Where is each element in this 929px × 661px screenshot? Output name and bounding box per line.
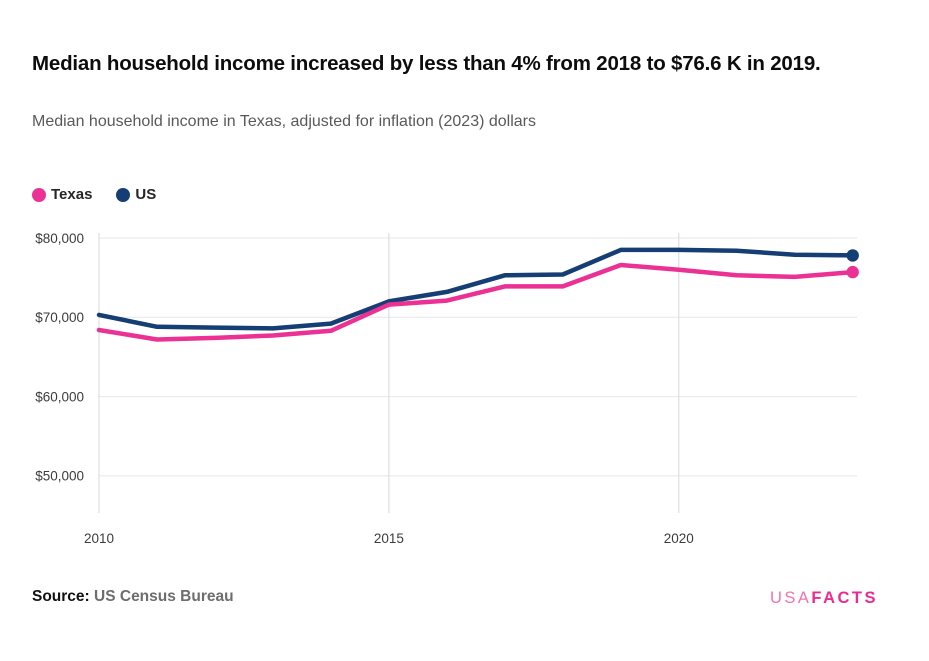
- source-value: US Census Bureau: [94, 588, 234, 605]
- us-legend-dot-icon: [116, 187, 131, 202]
- chart-legend: Texas US: [32, 186, 156, 203]
- usafacts-logo: USAFACTS: [770, 589, 878, 608]
- x-tick-label: 2020: [664, 531, 694, 546]
- logo-facts-text: FACTS: [811, 589, 878, 607]
- x-tick-label: 2010: [84, 531, 114, 546]
- texas-legend-dot-icon: [32, 187, 46, 202]
- y-tick-label: $70,000: [35, 310, 84, 325]
- source-label: Source:: [32, 588, 90, 605]
- y-tick-label: $60,000: [35, 389, 84, 404]
- endpoint-dot-us[interactable]: [846, 249, 859, 262]
- chart-svg[interactable]: $80,000 $70,000 $60,000 $50,000 2010 2015 2020: [0, 225, 929, 555]
- logo-usa-text: USA: [769, 589, 812, 607]
- y-tick-label: $80,000: [35, 231, 84, 246]
- source-line: Source: US Census Bureau: [32, 588, 234, 606]
- legend-label-us: US: [135, 186, 157, 203]
- x-tick-label: 2015: [374, 531, 404, 546]
- legend-item-us: US: [116, 186, 156, 203]
- series-line-us[interactable]: [96, 247, 855, 331]
- line-chart[interactable]: $80,000 $70,000 $60,000 $50,000 2010 2015 2020: [0, 225, 929, 555]
- legend-item-texas: Texas: [32, 186, 92, 203]
- series-line-texas[interactable]: [96, 262, 855, 342]
- y-tick-label: $50,000: [35, 469, 84, 484]
- legend-label-texas: Texas: [51, 186, 93, 203]
- chart-title: Median household income increased by les…: [32, 52, 821, 75]
- chart-subtitle: Median household income in Texas, adjust…: [32, 113, 537, 130]
- endpoint-dot-texas[interactable]: [846, 265, 859, 279]
